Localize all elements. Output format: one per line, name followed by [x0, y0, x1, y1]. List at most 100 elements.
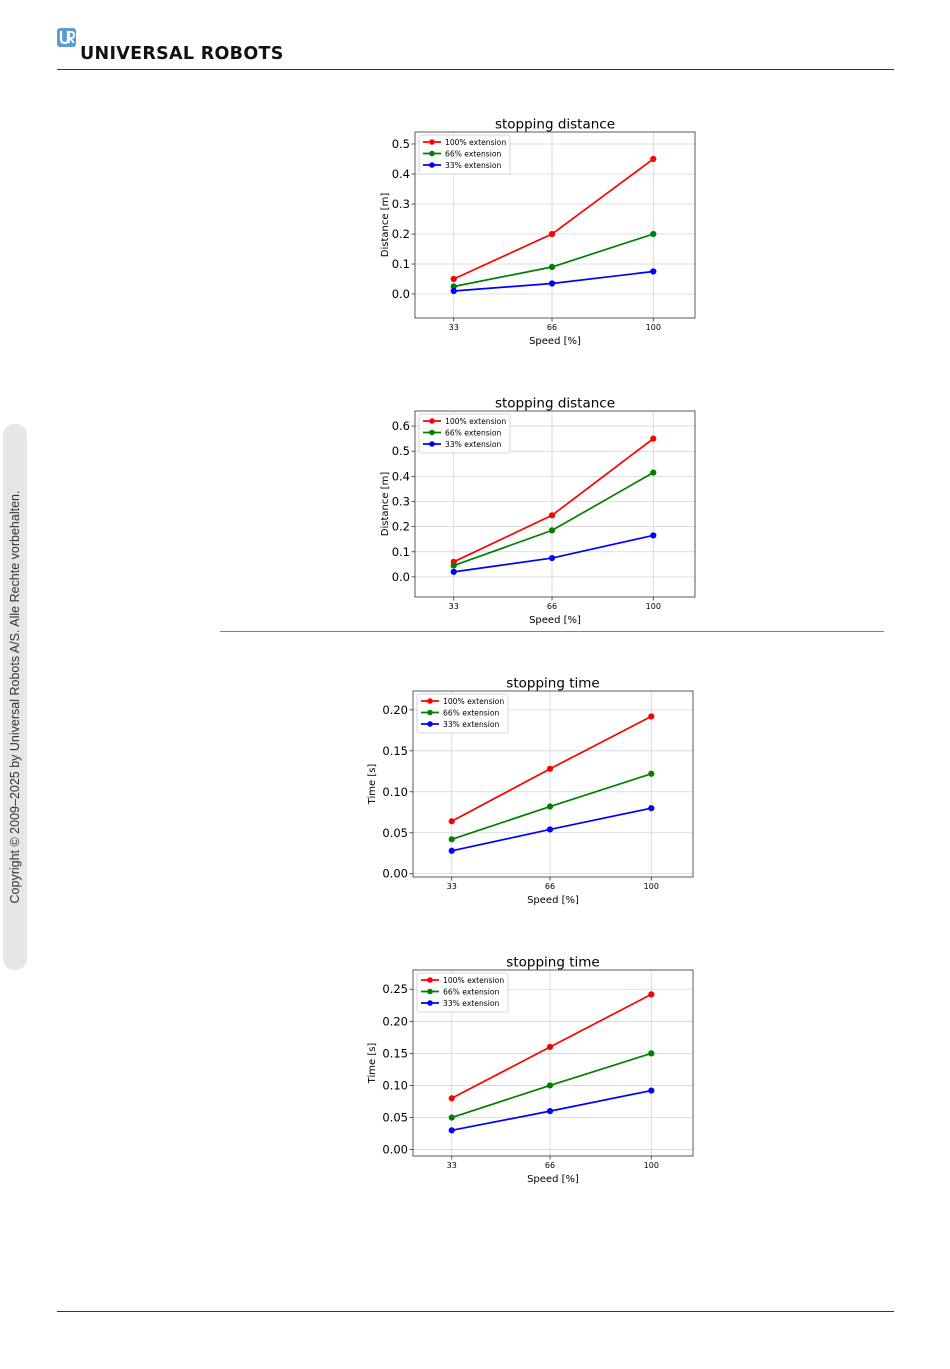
data-point-33-extension	[450, 287, 457, 295]
chart-title: stopping time	[506, 676, 599, 692]
data-point-33-extension	[546, 1108, 554, 1115]
x-tick-label: 66	[545, 1161, 555, 1170]
y-tick-label: 0.15	[382, 744, 408, 758]
data-point-66-extension	[548, 263, 556, 271]
legend-marker-66-extension	[427, 709, 433, 716]
data-point-33-extension	[650, 532, 657, 539]
x-axis-label: Speed [%]	[527, 1174, 579, 1185]
legend-label: 100% extension	[443, 697, 504, 706]
plot-frame	[412, 969, 694, 1157]
legend-marker-100-extension	[427, 698, 433, 704]
legend-label: 100% extension	[443, 976, 504, 985]
data-point-33-extension	[648, 1087, 655, 1094]
y-axis-label: Time [s]	[367, 1043, 378, 1085]
chart-title: stopping distance	[495, 117, 615, 133]
legend-marker-66-extension	[429, 429, 435, 436]
x-axis-label: Speed [%]	[527, 895, 579, 906]
y-tick-label: 0.05	[382, 826, 408, 840]
x-tick-label: 33	[447, 1161, 457, 1170]
data-point-100-extension	[448, 818, 455, 825]
legend-label: 100% extension	[445, 138, 506, 147]
y-tick-label: 0.15	[382, 1046, 408, 1060]
data-point-66-extension	[650, 469, 657, 476]
legend-label: 100% extension	[445, 417, 506, 426]
x-tick-label: 33	[449, 602, 459, 611]
data-point-66-extension	[548, 527, 556, 534]
x-tick-label: 66	[545, 882, 555, 891]
data-point-33-extension	[548, 280, 556, 287]
x-tick-label: 100	[646, 602, 661, 611]
page-header: UNIVERSAL ROBOTS	[0, 0, 950, 72]
y-tick-label: 0.2	[392, 227, 410, 241]
legend-marker-66-extension	[429, 150, 435, 157]
copyright-notice: Copyright © 2009–2025 by Universal Robot…	[8, 490, 22, 904]
y-tick-label: 0.5	[392, 137, 410, 151]
data-point-33-extension	[546, 826, 554, 833]
plot-frame	[412, 690, 694, 878]
data-point-33-extension	[548, 554, 556, 562]
y-tick-label: 0.00	[382, 867, 408, 881]
chart-stopping-time-1: 0.00 0.05 0.10 0.15 0.20 33 66 100 stopping time…	[367, 676, 694, 906]
y-tick-label: 0.3	[392, 494, 410, 508]
y-tick-label: 0.00	[382, 1143, 408, 1157]
ur-logo-icon	[57, 28, 76, 47]
data-point-66-extension	[448, 1114, 455, 1121]
y-tick-label: 0.20	[382, 703, 408, 717]
y-tick-label: 0.4	[392, 167, 410, 181]
x-axis-label: Speed [%]	[529, 615, 581, 626]
x-tick-label: 100	[644, 882, 659, 891]
x-tick-label: 33	[449, 323, 459, 332]
y-tick-label: 0.3	[392, 197, 410, 211]
data-point-66-extension	[448, 836, 455, 843]
x-tick-label: 66	[547, 323, 557, 332]
legend-label: 66% extension	[445, 429, 501, 438]
y-tick-label: 0.20	[382, 1014, 408, 1028]
y-tick-label: 0.4	[392, 469, 410, 483]
brand-name: UNIVERSAL ROBOTS	[80, 44, 284, 64]
data-point-33-extension	[448, 847, 455, 854]
y-tick-label: 0.1	[392, 545, 410, 559]
chart-title: stopping time	[506, 955, 599, 971]
y-axis-label: Distance [m]	[380, 472, 391, 537]
data-point-100-extension	[648, 713, 655, 720]
y-tick-label: 0.05	[382, 1111, 408, 1125]
data-point-66-extension	[450, 283, 457, 290]
legend-label: 33% extension	[445, 440, 501, 449]
legend-box	[416, 972, 509, 1013]
y-tick-label: 0.6	[392, 419, 410, 433]
legend-label: 66% extension	[443, 709, 499, 718]
legend-label: 33% extension	[443, 720, 499, 729]
data-point-33-extension	[650, 268, 657, 275]
legend-marker-100-extension	[429, 418, 435, 424]
data-point-100-extension	[448, 1095, 455, 1102]
x-tick-label: 100	[646, 323, 661, 332]
legend-marker-33-extension	[427, 721, 433, 727]
header-divider	[57, 69, 894, 70]
data-point-100-extension	[450, 275, 457, 283]
legend-box	[416, 693, 509, 734]
data-point-66-extension	[450, 562, 457, 569]
legend-label: 33% extension	[445, 161, 501, 170]
copyright-sidebar	[3, 424, 27, 970]
data-point-66-extension	[650, 230, 657, 238]
y-tick-label: 0.0	[392, 287, 410, 301]
x-tick-label: 33	[447, 882, 457, 891]
legend-label: 66% extension	[443, 988, 499, 997]
y-axis-label: Time [s]	[367, 764, 378, 806]
data-point-66-extension	[546, 803, 554, 810]
data-point-33-extension	[450, 568, 457, 575]
legend-box	[418, 134, 511, 175]
data-point-100-extension	[546, 765, 554, 772]
legend-marker-100-extension	[429, 139, 435, 145]
legend-label: 66% extension	[445, 150, 501, 159]
x-axis-label: Speed [%]	[529, 336, 581, 347]
chart-stopping-distance-1: 0.0 0.1 0.2 0.3 0.4 0.5 33 66 100 stopping distan…	[380, 117, 696, 347]
data-point-100-extension	[548, 230, 556, 238]
data-point-66-extension	[546, 1082, 554, 1089]
legend-marker-66-extension	[427, 988, 433, 995]
data-point-33-extension	[448, 1127, 455, 1134]
y-tick-label: 0.2	[392, 520, 410, 534]
y-tick-label: 0.25	[382, 982, 408, 996]
legend-box	[418, 413, 511, 454]
y-tick-label: 0.10	[382, 785, 408, 799]
